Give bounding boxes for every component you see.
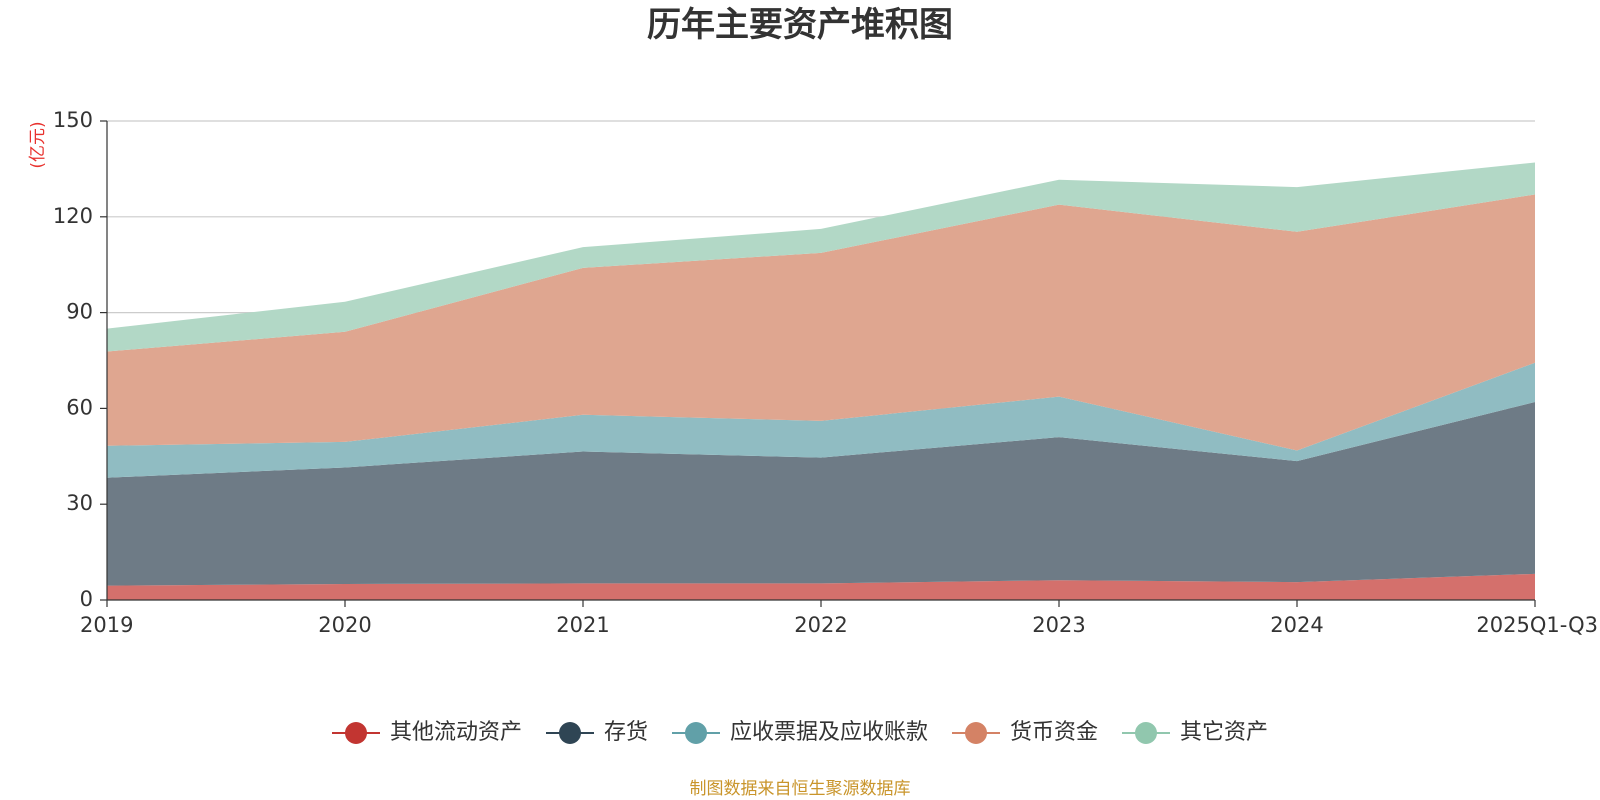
legend-marker xyxy=(345,722,367,744)
area-layers xyxy=(107,162,1535,600)
y-axis-unit: (亿元) xyxy=(28,121,48,168)
x-tick-label: 2021 xyxy=(556,613,609,637)
legend-label: 其他流动资产 xyxy=(390,720,522,745)
legend-label: 存货 xyxy=(604,720,648,745)
y-tick-label: 0 xyxy=(80,587,93,611)
legend: 其他流动资产 存货 应收票据及应收账款 货币资金 其它资产 xyxy=(332,720,1268,745)
legend-label: 货币资金 xyxy=(1010,720,1098,745)
source-note: 制图数据来自恒生聚源数据库 xyxy=(690,779,911,799)
x-tick-label: 2025Q1-Q3 xyxy=(1476,613,1598,637)
legend-marker xyxy=(685,722,707,744)
legend-item-2: 应收票据及应收账款 xyxy=(672,720,928,745)
y-tick-label: 30 xyxy=(66,491,93,515)
area-series-0 xyxy=(107,573,1535,600)
area-series-4 xyxy=(107,162,1535,352)
legend-item-1: 存货 xyxy=(546,720,648,745)
y-tick-label: 60 xyxy=(66,395,93,419)
legend-marker xyxy=(559,722,581,744)
x-tick-label: 2019 xyxy=(80,613,133,637)
x-tick-label: 2022 xyxy=(794,613,847,637)
legend-item-0: 其他流动资产 xyxy=(332,720,522,745)
area-series-2 xyxy=(107,362,1535,478)
area-series-1 xyxy=(107,402,1535,586)
legend-marker xyxy=(965,722,987,744)
y-axis-ticks: 0 30 60 90 120 150 xyxy=(53,108,107,611)
y-tick-label: 90 xyxy=(66,300,93,324)
legend-item-3: 货币资金 xyxy=(952,720,1098,745)
chart-title: 历年主要资产堆积图 xyxy=(647,5,953,45)
area-series-3 xyxy=(107,194,1535,451)
y-tick-label: 150 xyxy=(53,108,93,132)
y-tick-label: 120 xyxy=(53,204,93,228)
x-tick-label: 2020 xyxy=(318,613,371,637)
legend-label: 其它资产 xyxy=(1180,720,1268,745)
x-tick-label: 2024 xyxy=(1270,613,1323,637)
legend-marker xyxy=(1135,722,1157,744)
legend-item-4: 其它资产 xyxy=(1122,720,1268,745)
x-axis-ticks: 2019 2020 2021 2022 2023 2024 2025Q1-Q3 xyxy=(80,600,1598,637)
x-tick-label: 2023 xyxy=(1032,613,1085,637)
legend-label: 应收票据及应收账款 xyxy=(730,720,928,745)
